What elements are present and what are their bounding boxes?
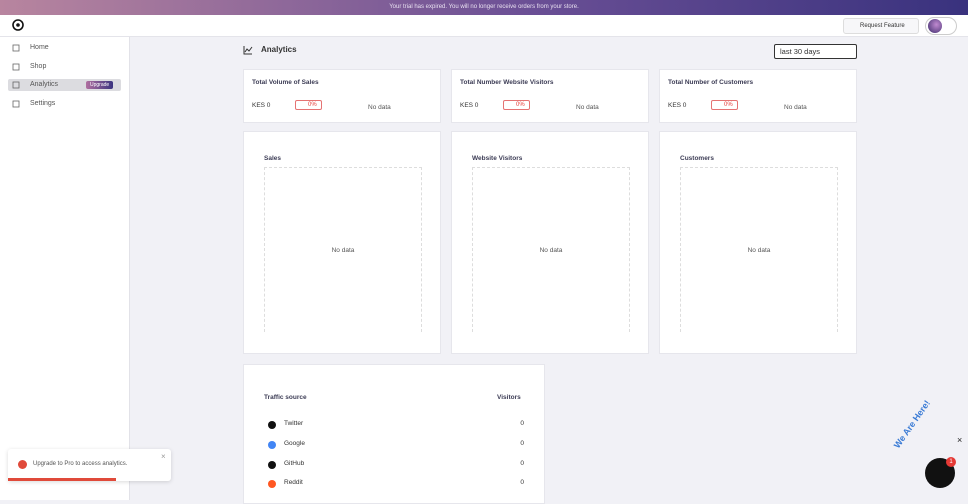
traffic-header: Traffic source: [264, 394, 307, 401]
chart-icon: [243, 46, 253, 55]
stat-empty: No data: [784, 104, 807, 111]
source-icon: [268, 480, 276, 489]
trial-banner: Your trial has expired. You will no long…: [0, 0, 968, 15]
chart-empty: No data: [331, 247, 355, 254]
stat-change: 0%: [295, 100, 322, 110]
source-icon: [268, 421, 276, 429]
nav-icon: [12, 63, 20, 71]
stat-empty: No data: [576, 104, 599, 111]
stat-change: 0%: [711, 100, 738, 110]
nav-icon: [12, 100, 20, 108]
source-icon: [268, 460, 276, 469]
logo[interactable]: [12, 19, 24, 31]
stat-value: KES 0: [668, 102, 687, 109]
source-visitors: 0: [520, 479, 524, 487]
stat-card: Total Number Website Visitors KES 0 0% No d…: [451, 69, 649, 123]
chart-title: Website Visitors: [472, 155, 523, 162]
source-name: Google: [284, 439, 305, 447]
stat-value: KES 0: [252, 102, 271, 109]
chart-empty: No data: [539, 247, 563, 254]
chart-title: Customers: [680, 155, 714, 162]
source-icon: [268, 440, 276, 449]
traffic-card: [243, 364, 545, 504]
source-visitors: 0: [520, 420, 524, 427]
request-feature-button[interactable]: Request Feature: [843, 18, 919, 34]
chart-empty: No data: [747, 247, 771, 254]
chart-title: Sales: [264, 155, 281, 162]
source-visitors: 0: [520, 459, 524, 467]
stat-title: Total Volume of Sales: [252, 79, 319, 86]
nav-item[interactable]: Settings: [8, 98, 121, 110]
chat-close[interactable]: ×: [957, 435, 963, 445]
stat-title: Total Number Website Visitors: [460, 79, 554, 86]
chart-card: Sales No data: [243, 131, 441, 354]
nav-icon: [12, 44, 20, 52]
chart-area: [680, 167, 838, 332]
nav-icon: [12, 81, 20, 89]
upgrade-badge[interactable]: Upgrade: [86, 81, 114, 90]
nav-item[interactable]: Shop: [8, 61, 121, 73]
toast: Upgrade to Pro to access analytics. ×: [8, 449, 171, 481]
account-menu[interactable]: [925, 17, 957, 35]
chart-card: Website Visitors No data: [451, 131, 649, 354]
stat-title: Total Number of Customers: [668, 79, 754, 86]
stat-card: Total Volume of Sales KES 0 0% No data: [243, 69, 441, 123]
chart-area: [264, 167, 422, 332]
chat-badge: 1: [946, 457, 956, 467]
stat-change: 0%: [503, 100, 530, 110]
toast-close[interactable]: ×: [161, 452, 166, 461]
toast-progress: [8, 478, 116, 481]
chat-label: We Are Here!: [891, 398, 933, 450]
stat-card: Total Number of Customers KES 0 0% No data: [659, 69, 857, 123]
avatar: [928, 19, 942, 33]
toast-text: Upgrade to Pro to access analytics.: [33, 461, 128, 467]
sidebar: Home Shop Analytics Upgrade Settings: [0, 37, 130, 500]
chart-card: Customers No data: [659, 131, 857, 354]
chart-area: [472, 167, 630, 332]
stat-empty: No data: [368, 104, 391, 111]
toast-icon: [18, 460, 27, 469]
source-name: Twitter: [284, 420, 304, 427]
stat-value: KES 0: [460, 102, 479, 109]
page-title: Analytics: [261, 45, 297, 54]
header: Request Feature: [0, 15, 968, 37]
nav-item[interactable]: Home: [8, 42, 121, 54]
source-name: GitHub: [284, 459, 305, 467]
traffic-header: Visitors: [497, 394, 521, 401]
source-visitors: 0: [520, 439, 524, 447]
date-range-select[interactable]: last 30 days: [774, 44, 857, 59]
source-name: Reddit: [284, 479, 303, 487]
